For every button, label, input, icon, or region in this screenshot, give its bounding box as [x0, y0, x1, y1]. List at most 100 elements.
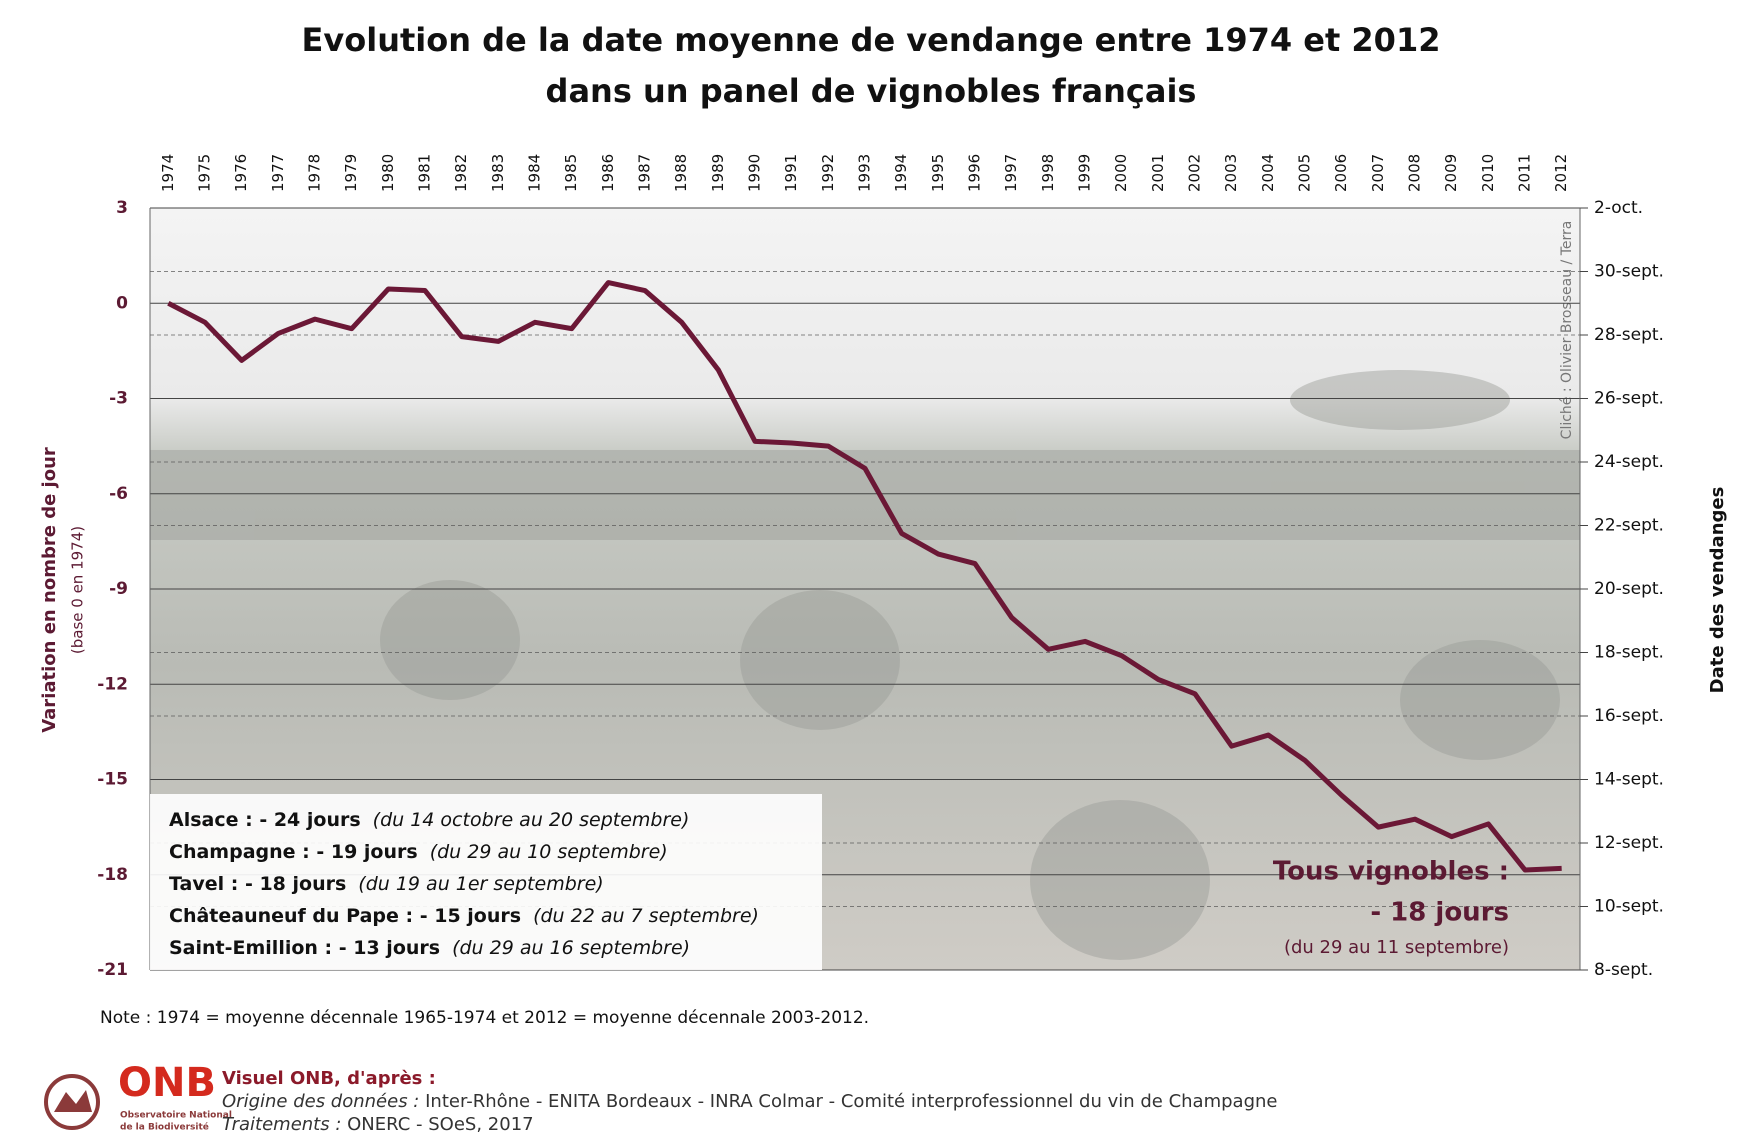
footer-origin-text: Inter-Rhône - ENITA Bordeaux - INRA Colm…: [419, 1091, 1277, 1112]
x-tick-label: 2010: [1479, 154, 1497, 192]
logo-subtext: de la Biodiversité: [120, 1122, 209, 1133]
legend-background: [150, 794, 822, 970]
legend-label: Châteauneuf du Pape : - 15 jours: [169, 905, 521, 927]
y2-tick-label: 14-sept.: [1594, 770, 1664, 790]
y2-tick-label: 18-sept.: [1594, 643, 1664, 663]
x-tick-label: 1978: [306, 154, 324, 192]
x-tick-label: 1979: [342, 154, 360, 192]
x-tick-label: 1992: [819, 154, 837, 192]
x-tick-label: 1991: [782, 154, 800, 192]
x-tick-label: 2005: [1296, 154, 1314, 192]
y-tick-label: -15: [97, 770, 128, 790]
x-tick-label: 1983: [489, 154, 507, 192]
legend-detail: (du 14 octobre au 20 septembre): [373, 809, 690, 831]
footer-origin: Origine des données : Inter-Rhône - ENIT…: [222, 1091, 1277, 1112]
note: Note : 1974 = moyenne décennale 1965-197…: [100, 1008, 869, 1028]
annotation: - 18 jours: [1370, 898, 1509, 928]
footer-treatment-text: ONERC - SOeS, 2017: [341, 1114, 533, 1135]
legend-entry: Tavel : - 18 jours (du 19 au 1er septembr…: [169, 873, 604, 895]
y-axis-label: Variation en nombre de jour: [39, 447, 60, 733]
annotation: (du 29 au 11 septembre): [1284, 937, 1509, 958]
x-tick-label: 1986: [599, 154, 617, 192]
logo-text: ONB: [118, 1060, 216, 1106]
legend-label: Alsace : - 24 jours: [169, 809, 361, 831]
chart-title: dans un panel de vignobles français: [546, 72, 1197, 110]
photo-texture: [150, 370, 1580, 960]
x-tick-label: 1974: [159, 154, 177, 192]
x-tick-label: 2004: [1259, 154, 1277, 192]
y-tick-label: -3: [109, 389, 128, 409]
y-tick-label: -6: [109, 484, 128, 504]
y-tick-label: 0: [116, 293, 128, 313]
x-tick-label: 2006: [1332, 154, 1350, 192]
annotation: Tous vignobles :: [1273, 857, 1509, 887]
y2-tick-label: 26-sept.: [1594, 389, 1664, 409]
y2-tick-label: 2-oct.: [1594, 198, 1643, 218]
legend-label: Saint-Emillion : - 13 jours: [169, 937, 440, 959]
x-tick-label: 1994: [892, 154, 910, 192]
x-tick-label: 1982: [452, 154, 470, 192]
y2-tick-label: 8-sept.: [1594, 960, 1653, 980]
y-tick-label: 3: [116, 198, 128, 218]
y2-tick-label: 24-sept.: [1594, 452, 1664, 472]
footer-origin-label: Origine des données :: [222, 1091, 419, 1112]
legend-detail: (du 22 au 7 septembre): [533, 905, 759, 927]
x-tick-label: 1990: [746, 154, 764, 192]
y2-tick-label: 30-sept.: [1594, 262, 1664, 282]
footer: ONB Observatoire National de la Biodiver…: [44, 1060, 1277, 1135]
x-tick-label: 1993: [856, 154, 874, 192]
x-tick-label: 2009: [1442, 154, 1460, 192]
x-tick-label: 1997: [1002, 154, 1020, 192]
logo-emblem: [54, 1090, 92, 1112]
x-tick-label: 2012: [1552, 154, 1570, 192]
x-tick-label: 1989: [709, 154, 727, 192]
y-tick-label: -12: [97, 674, 128, 694]
legend-detail: (du 29 au 16 septembre): [452, 937, 690, 959]
x-tick-label: 2007: [1369, 154, 1387, 192]
legend-box: Alsace : - 24 jours (du 14 octobre au 20 …: [150, 794, 822, 970]
y2-tick-label: 28-sept.: [1594, 325, 1664, 345]
chart-title: Evolution de la date moyenne de vendange…: [302, 21, 1441, 59]
footer-treatment: Traitements : ONERC - SOeS, 2017: [222, 1114, 534, 1135]
legend-detail: (du 29 au 10 septembre): [430, 841, 668, 863]
legend-detail: (du 19 au 1er septembre): [358, 873, 603, 895]
logo-subtext: Observatoire National: [120, 1111, 232, 1121]
x-tick-label: 1985: [562, 154, 580, 192]
y2-tick-label: 20-sept.: [1594, 579, 1664, 599]
y2-tick-label: 16-sept.: [1594, 706, 1664, 726]
y-tick-label: -9: [109, 579, 128, 599]
y2-axis-label: Date des vendanges: [1707, 487, 1728, 694]
legend-label: Champagne : - 19 jours: [169, 841, 418, 863]
x-tick-label: 2000: [1112, 154, 1130, 192]
legend-entry: Champagne : - 19 jours (du 29 au 10 septe…: [169, 841, 668, 863]
x-tick-label: 2011: [1516, 154, 1534, 192]
x-tick-label: 2008: [1406, 154, 1424, 192]
x-tick-label: 1975: [196, 154, 214, 192]
y2-tick-label: 22-sept.: [1594, 516, 1664, 536]
data-line: [167, 280, 1562, 873]
x-tick-label: 1984: [526, 154, 544, 192]
legend-entry: Alsace : - 24 jours (du 14 octobre au 20 …: [169, 809, 689, 831]
x-tick-label: 1977: [269, 154, 287, 192]
x-tick-label: 1998: [1039, 154, 1057, 192]
logo-emblem: [44, 1074, 100, 1130]
y-tick-label: -18: [97, 865, 128, 885]
x-tick-label: 1980: [379, 154, 397, 192]
x-tick-label: 1988: [672, 154, 690, 192]
y-tick-label: -21: [97, 960, 128, 980]
x-tick-label: 1981: [416, 154, 434, 192]
y-axis-sublabel: (base 0 en 1974): [69, 526, 87, 654]
x-tick-label: 2001: [1149, 154, 1167, 192]
footer-source: Visuel ONB, d'après :: [222, 1068, 436, 1089]
x-tick-label: 2002: [1186, 154, 1204, 192]
x-tick-label: 1976: [232, 154, 250, 192]
photo-credit: Cliché : Olivier Brosseau / Terra: [1559, 221, 1575, 440]
y2-tick-label: 12-sept.: [1594, 833, 1664, 853]
footer-treatment-label: Traitements :: [222, 1114, 341, 1135]
x-tick-label: 1995: [929, 154, 947, 192]
x-tick-label: 2003: [1222, 154, 1240, 192]
x-tick-label: 1987: [636, 154, 654, 192]
y2-tick-label: 10-sept.: [1594, 897, 1664, 917]
legend-entry: Saint-Emillion : - 13 jours (du 29 au 16 …: [169, 937, 690, 959]
